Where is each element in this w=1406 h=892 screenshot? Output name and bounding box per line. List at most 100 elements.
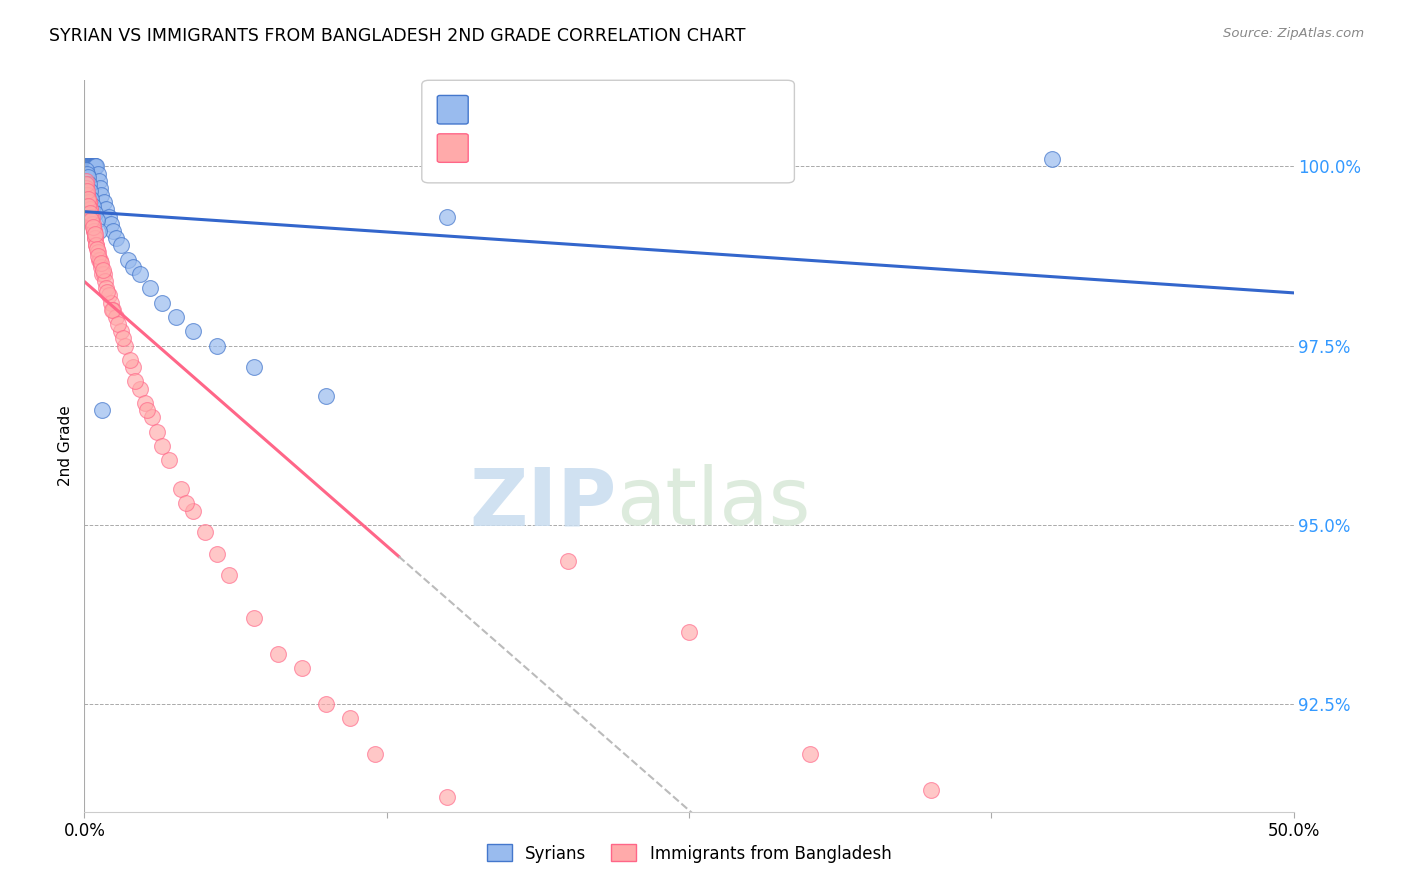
Text: R = -0.390    N = 76: R = -0.390 N = 76 [474,136,673,154]
Point [84,238,107,252]
Point [86,213,108,227]
Point [90,403,112,417]
Point [84,227,107,242]
Point [146,425,169,439]
Text: ZIP: ZIP [470,465,616,542]
Point [79,202,101,217]
Point [100,217,122,231]
Text: Source: ZipAtlas.com: Source: ZipAtlas.com [1223,27,1364,40]
Point [124,375,146,389]
Point [76,188,98,202]
Legend: Syrians, Immigrants from Bangladesh: Syrians, Immigrants from Bangladesh [479,838,898,869]
Point [291,661,314,675]
Point [242,611,264,625]
Point [86,245,108,260]
Y-axis label: 2nd Grade: 2nd Grade [58,406,73,486]
Point [107,317,129,331]
Text: atlas: atlas [616,465,811,542]
Point [100,295,122,310]
Point [82,159,104,173]
Point [436,210,458,224]
Point [315,697,337,711]
Point [136,403,159,417]
Point [93,195,115,210]
Point [1040,152,1063,166]
Point [89,224,111,238]
Point [79,185,101,199]
Point [363,747,385,762]
Point [112,331,135,345]
Point [117,252,139,267]
Point [76,192,98,206]
Point [557,554,579,568]
Point [77,159,100,173]
Point [75,159,97,173]
Point [267,647,290,661]
Point [96,285,118,299]
Point [82,217,104,231]
Point [80,159,103,173]
Point [76,159,98,173]
Point [87,174,110,188]
Point [678,625,700,640]
Point [101,302,124,317]
Text: R =  0.108    N = 52: R = 0.108 N = 52 [474,99,673,117]
Point [134,396,156,410]
Point [76,188,98,202]
Point [77,195,100,210]
Point [80,210,103,224]
Point [174,496,197,510]
Point [141,410,163,425]
Point [90,256,112,270]
Point [165,310,187,324]
Point [82,159,104,173]
Point [129,267,152,281]
Point [218,568,240,582]
Point [82,199,104,213]
Point [129,382,152,396]
Point [77,178,100,192]
Point [91,267,114,281]
Point [90,188,112,202]
Point [181,324,204,338]
Point [242,360,264,375]
Text: SYRIAN VS IMMIGRANTS FROM BANGLADESH 2ND GRADE CORRELATION CHART: SYRIAN VS IMMIGRANTS FROM BANGLADESH 2ND… [49,27,745,45]
Point [920,783,942,797]
Point [76,167,98,181]
Point [94,281,117,295]
Point [89,252,111,267]
Point [75,181,97,195]
Point [80,159,103,173]
Point [83,224,105,238]
Point [75,178,97,192]
Point [76,159,98,173]
Point [157,453,180,467]
Point [799,747,821,762]
Point [103,302,125,317]
Point [83,159,105,173]
Point [87,249,110,263]
Point [77,195,100,210]
Point [86,159,108,173]
Point [80,192,103,206]
Point [79,159,101,173]
Point [94,274,117,288]
Point [83,159,105,173]
Point [97,288,120,302]
Point [103,224,125,238]
Point [97,210,120,224]
Point [84,231,107,245]
Point [121,260,143,274]
Point [83,231,105,245]
Point [150,295,173,310]
Point [79,206,101,220]
Point [120,353,142,368]
Point [80,210,103,224]
Point [339,711,361,725]
Point [86,238,108,252]
Point [436,790,458,805]
Point [94,202,117,217]
Point [87,252,110,267]
Point [138,281,160,295]
Point [90,260,112,274]
